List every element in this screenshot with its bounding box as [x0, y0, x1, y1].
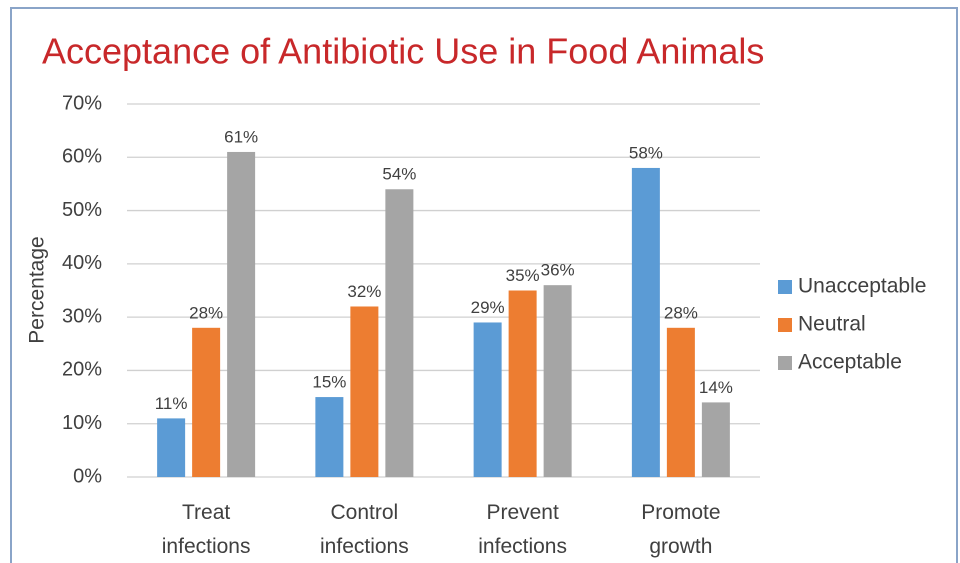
value-label: 29%	[471, 298, 505, 317]
x-tick-label: Prevent infections	[478, 501, 567, 558]
x-tick-label-line: Control	[331, 501, 399, 524]
value-label: 58%	[629, 143, 663, 162]
bar	[543, 285, 572, 477]
value-label: 15%	[312, 373, 346, 392]
y-tick-label: 50%	[62, 199, 102, 221]
x-tick-label-line: infections	[162, 535, 251, 558]
bar	[701, 402, 730, 477]
x-tick-label-line: Prevent	[486, 501, 559, 524]
value-label: 54%	[382, 165, 416, 184]
value-label: 36%	[541, 261, 575, 280]
bar	[227, 151, 256, 477]
x-tick-label-line: Promote	[641, 501, 720, 524]
y-tick-label: 0%	[73, 465, 102, 487]
y-tick-label: 20%	[62, 359, 102, 381]
x-tick-label-line: infections	[320, 535, 409, 558]
legend-label: Neutral	[798, 313, 866, 336]
value-label: 11%	[155, 394, 188, 413]
bar	[192, 327, 221, 477]
legend-swatch	[778, 318, 792, 332]
bar	[350, 306, 379, 477]
bar	[157, 418, 186, 477]
bar	[315, 397, 344, 477]
y-axis-label: Percentage	[26, 236, 49, 343]
value-label: 32%	[347, 282, 381, 301]
x-tick-label: Treat infections	[162, 501, 251, 558]
bar	[631, 167, 660, 477]
y-tick-label: 60%	[62, 146, 102, 168]
y-tick-label: 30%	[62, 305, 102, 327]
value-label: 28%	[664, 303, 698, 322]
bar	[385, 189, 414, 477]
legend-swatch	[778, 280, 792, 294]
y-tick-label: 40%	[62, 252, 102, 274]
y-tick-label: 10%	[62, 412, 102, 434]
value-label: 14%	[699, 378, 733, 397]
x-tick-label: Promote growth	[641, 501, 720, 558]
y-tick-label: 70%	[62, 92, 102, 114]
bar	[666, 327, 695, 477]
bar	[473, 322, 502, 477]
x-tick-label-line: growth	[649, 535, 712, 558]
value-label: 28%	[189, 303, 223, 322]
value-label: 61%	[224, 127, 258, 146]
legend-swatch	[778, 356, 792, 370]
bar	[508, 290, 537, 477]
x-tick-label-line: infections	[478, 535, 567, 558]
x-tick-label-line: Treat	[182, 501, 230, 524]
frame	[10, 7, 958, 563]
value-label: 35%	[506, 266, 540, 285]
chart-title: Acceptance of Antibiotic Use in Food Ani…	[42, 31, 764, 72]
x-tick-label: Control infections	[320, 501, 409, 558]
legend-label: Acceptable	[798, 351, 902, 374]
legend-label: Unacceptable	[798, 275, 926, 298]
